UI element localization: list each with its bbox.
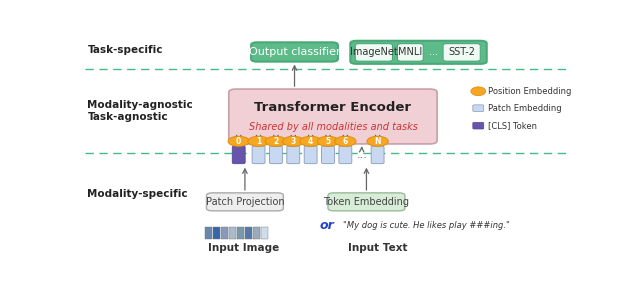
- Text: Shared by all modalities and tasks: Shared by all modalities and tasks: [248, 123, 417, 133]
- FancyBboxPatch shape: [229, 89, 437, 144]
- Text: 6: 6: [343, 137, 348, 146]
- Text: ...: ...: [429, 47, 438, 57]
- Text: Modality-agnostic
Task-agnostic: Modality-agnostic Task-agnostic: [88, 100, 193, 122]
- Text: ImageNet: ImageNet: [350, 47, 397, 57]
- FancyBboxPatch shape: [253, 227, 260, 239]
- FancyBboxPatch shape: [339, 146, 352, 164]
- FancyBboxPatch shape: [261, 227, 268, 239]
- Text: Input Image: Input Image: [208, 243, 279, 253]
- Ellipse shape: [367, 136, 388, 146]
- FancyBboxPatch shape: [237, 227, 244, 239]
- Text: 5: 5: [325, 137, 331, 146]
- FancyBboxPatch shape: [355, 44, 392, 61]
- FancyBboxPatch shape: [443, 44, 480, 61]
- FancyBboxPatch shape: [350, 41, 487, 64]
- FancyBboxPatch shape: [252, 146, 265, 164]
- Text: Patch Embedding: Patch Embedding: [488, 104, 562, 113]
- Ellipse shape: [335, 136, 356, 146]
- Text: Token Embedding: Token Embedding: [323, 197, 410, 207]
- FancyBboxPatch shape: [328, 193, 405, 211]
- FancyBboxPatch shape: [473, 105, 484, 111]
- FancyBboxPatch shape: [213, 227, 220, 239]
- Ellipse shape: [283, 136, 304, 146]
- Text: [CLS] Token: [CLS] Token: [488, 121, 537, 130]
- Ellipse shape: [248, 136, 269, 146]
- FancyBboxPatch shape: [251, 42, 338, 62]
- Text: 3: 3: [291, 137, 296, 146]
- Text: Position Embedding: Position Embedding: [488, 87, 572, 96]
- Text: 1: 1: [256, 137, 261, 146]
- Ellipse shape: [300, 136, 321, 146]
- FancyBboxPatch shape: [221, 227, 228, 239]
- FancyBboxPatch shape: [371, 146, 384, 164]
- FancyBboxPatch shape: [245, 227, 252, 239]
- Text: 0: 0: [236, 137, 241, 146]
- FancyBboxPatch shape: [207, 193, 284, 211]
- FancyBboxPatch shape: [397, 44, 423, 61]
- Text: N: N: [374, 137, 381, 146]
- FancyBboxPatch shape: [232, 146, 245, 164]
- FancyBboxPatch shape: [229, 227, 236, 239]
- Ellipse shape: [317, 136, 339, 146]
- FancyBboxPatch shape: [205, 227, 212, 239]
- Text: ...: ...: [356, 150, 367, 160]
- Text: Patch Projection: Patch Projection: [205, 197, 284, 207]
- Ellipse shape: [265, 136, 287, 146]
- Text: SST-2: SST-2: [448, 47, 475, 57]
- Text: Input Text: Input Text: [348, 243, 407, 253]
- Text: Task-specific: Task-specific: [88, 44, 163, 54]
- FancyBboxPatch shape: [321, 146, 335, 164]
- Ellipse shape: [471, 87, 486, 96]
- Text: "My dog is cute. He likes play ###ing.": "My dog is cute. He likes play ###ing.": [343, 221, 509, 230]
- Ellipse shape: [228, 136, 250, 146]
- Text: MNLI: MNLI: [398, 47, 422, 57]
- FancyBboxPatch shape: [287, 146, 300, 164]
- Text: 4: 4: [308, 137, 313, 146]
- Text: Transformer Encoder: Transformer Encoder: [255, 101, 412, 114]
- FancyBboxPatch shape: [304, 146, 317, 164]
- Text: 2: 2: [273, 137, 278, 146]
- FancyBboxPatch shape: [269, 146, 282, 164]
- Text: or: or: [319, 219, 334, 232]
- Text: Output classifier: Output classifier: [249, 47, 340, 57]
- FancyBboxPatch shape: [473, 123, 484, 129]
- Text: Modality-specific: Modality-specific: [88, 190, 188, 199]
